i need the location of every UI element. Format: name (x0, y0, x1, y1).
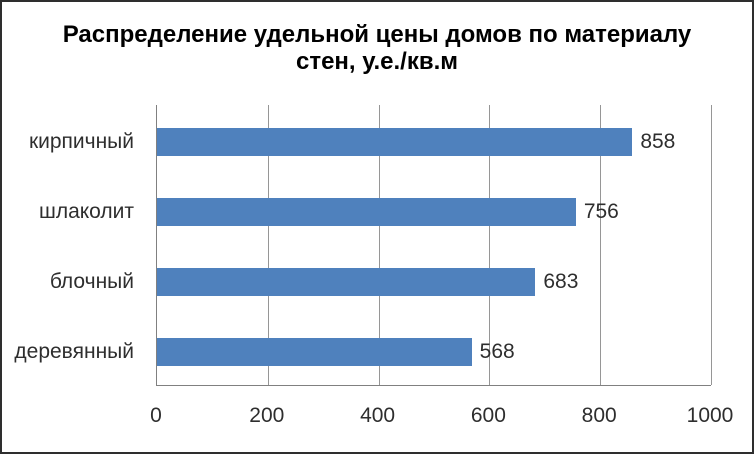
plot-area: 858 756 683 568 (156, 105, 712, 386)
gridline-1000 (711, 105, 712, 385)
bar-row: 858 (157, 128, 711, 156)
bar-row: 568 (157, 338, 711, 366)
y-axis-label-brick: кирпичный (28, 130, 134, 153)
data-label-wood: 568 (479, 340, 515, 363)
bar-slag (157, 198, 576, 226)
y-axis-label-block: блочный (49, 270, 134, 293)
bar-row: 756 (157, 198, 711, 226)
x-tick-600: 600 (470, 404, 506, 427)
data-label-slag: 756 (583, 200, 619, 223)
chart-title: Распределение удельной цены домов по мат… (2, 21, 752, 75)
x-tick-200: 200 (249, 404, 285, 427)
gridline-600 (489, 105, 491, 385)
bar-row: 683 (157, 268, 711, 296)
x-tick-0: 0 (150, 404, 162, 427)
gridline-800 (600, 105, 602, 385)
bar-wood (157, 338, 472, 366)
chart-title-line-1: Распределение удельной цены домов по мат… (62, 21, 692, 48)
gridline-200 (267, 105, 269, 385)
y-axis-label-wood: деревянный (14, 340, 134, 363)
chart-title-line-2: стен, у.е./кв.м (295, 48, 459, 75)
data-label-block: 683 (543, 270, 579, 293)
bar-block (157, 268, 536, 296)
x-tick-400: 400 (360, 404, 396, 427)
y-axis-label-slag: шлаколит (38, 200, 134, 223)
data-label-brick: 858 (640, 130, 676, 153)
gridline-400 (378, 105, 380, 385)
x-tick-1000: 1000 (686, 404, 734, 427)
x-tick-800: 800 (581, 404, 617, 427)
bar-brick (157, 128, 633, 156)
